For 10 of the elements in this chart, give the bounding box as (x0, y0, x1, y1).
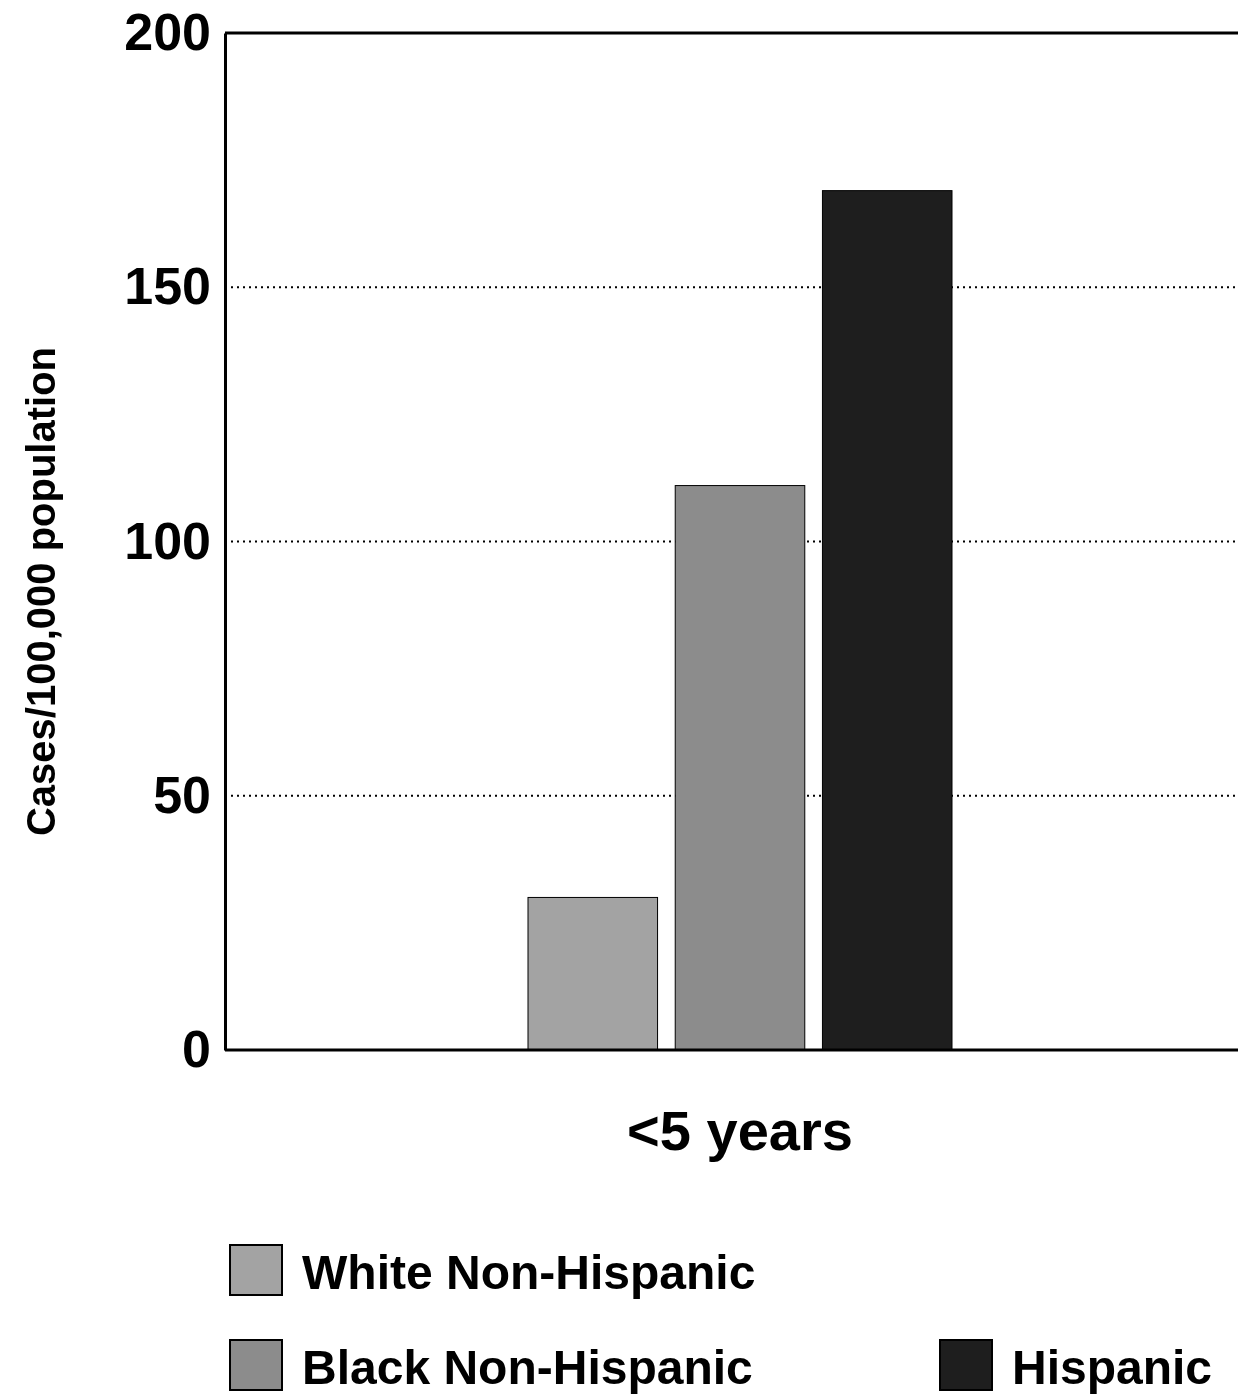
y-tick-label: 200 (124, 3, 211, 62)
y-axis-title: Cases/100,000 population (19, 346, 63, 837)
x-tick-label: <5 years (627, 1098, 853, 1162)
legend-label: Black Non-Hispanic (302, 1341, 753, 1394)
y-tick-label: 0 (182, 1020, 211, 1079)
y-tick-label: 100 (124, 511, 211, 570)
y-tick-label: 150 (124, 257, 211, 316)
legend-label: White Non-Hispanic (302, 1246, 756, 1299)
y-tick-label: 50 (153, 765, 211, 824)
legend-label: Hispanic (1012, 1341, 1213, 1394)
